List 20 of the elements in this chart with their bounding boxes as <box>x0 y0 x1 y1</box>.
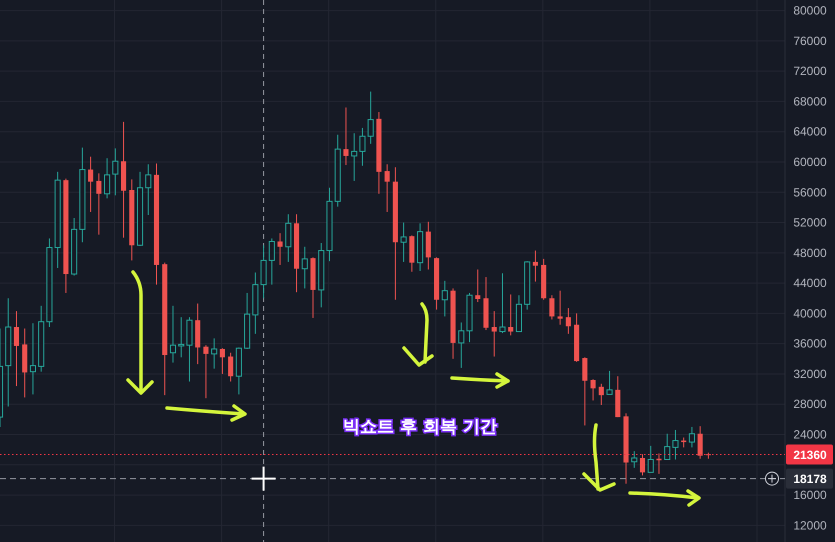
ytick: 60000 <box>793 155 827 169</box>
ytick: 40000 <box>793 306 827 320</box>
ytick: 36000 <box>793 336 827 351</box>
ytick: 12000 <box>793 518 827 532</box>
ytick: 64000 <box>793 124 827 139</box>
ytick: 28000 <box>793 397 827 412</box>
ref-label: 18178 <box>793 472 827 486</box>
ytick: 16000 <box>793 488 827 502</box>
ytick: 48000 <box>793 246 827 260</box>
ytick: 52000 <box>793 216 827 230</box>
ytick: 32000 <box>793 366 827 381</box>
ref-label: 21360 <box>793 448 827 462</box>
ytick: 68000 <box>793 94 827 108</box>
annotation: 빅쇼트 후 회복 기간 <box>343 417 497 437</box>
ytick: 44000 <box>793 276 827 290</box>
ytick: 80000 <box>793 4 827 18</box>
ytick: 76000 <box>793 34 827 48</box>
ytick: 24000 <box>793 428 827 442</box>
ytick: 72000 <box>793 64 827 78</box>
ytick: 56000 <box>793 185 827 200</box>
